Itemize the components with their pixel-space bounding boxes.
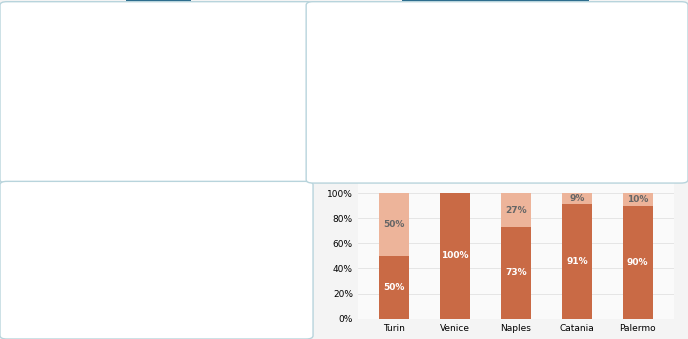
Bar bbox=[379, 256, 409, 319]
Bar bbox=[379, 193, 409, 256]
Text: 58%: 58% bbox=[468, 106, 493, 116]
Bar bbox=[261, 309, 276, 319]
Legend: bachelor students, Master Science students: bachelor students, Master Science studen… bbox=[257, 33, 395, 57]
Text: 22%: 22% bbox=[94, 204, 111, 213]
Text: 16%: 16% bbox=[118, 233, 135, 242]
Text: 2%: 2% bbox=[262, 299, 275, 308]
Bar bbox=[501, 193, 531, 227]
Bar bbox=[623, 206, 653, 319]
Text: 9%: 9% bbox=[73, 266, 85, 275]
Bar bbox=[142, 253, 158, 319]
Text: 3%: 3% bbox=[239, 294, 250, 303]
Text: 10%: 10% bbox=[189, 261, 206, 270]
Bar bbox=[166, 243, 182, 319]
Text: 27%: 27% bbox=[505, 205, 527, 215]
Text: 50%: 50% bbox=[384, 220, 405, 229]
Text: 14%: 14% bbox=[142, 242, 158, 251]
Wedge shape bbox=[516, 45, 573, 152]
Bar bbox=[190, 272, 205, 319]
Text: 1%: 1% bbox=[50, 303, 61, 313]
Wedge shape bbox=[129, 45, 222, 159]
Text: 100%: 100% bbox=[442, 252, 469, 260]
Bar bbox=[440, 193, 471, 319]
Bar bbox=[284, 309, 300, 319]
Bar bbox=[623, 193, 653, 206]
Legend: female, male: female, male bbox=[41, 35, 92, 60]
Bar bbox=[95, 215, 111, 319]
Text: 10%: 10% bbox=[627, 195, 648, 204]
Text: 91%: 91% bbox=[566, 257, 588, 266]
Bar bbox=[501, 227, 531, 319]
Bar bbox=[47, 314, 63, 319]
Text: 9%: 9% bbox=[569, 194, 585, 203]
Text: 73%: 73% bbox=[505, 268, 527, 277]
Bar bbox=[72, 276, 87, 319]
Bar bbox=[213, 290, 228, 319]
Bar bbox=[561, 204, 592, 319]
Text: AGE (years): AGE (years) bbox=[118, 176, 202, 189]
Bar bbox=[237, 304, 252, 319]
Text: 61%: 61% bbox=[138, 109, 163, 119]
Text: 6%: 6% bbox=[215, 280, 227, 289]
Wedge shape bbox=[186, 45, 243, 145]
Wedge shape bbox=[459, 45, 544, 159]
Bar bbox=[119, 243, 134, 319]
Text: 90%: 90% bbox=[627, 258, 649, 267]
Text: 50%: 50% bbox=[384, 283, 405, 292]
Bar bbox=[561, 193, 592, 204]
Text: 39%: 39% bbox=[208, 84, 233, 94]
Text: 42%: 42% bbox=[539, 87, 564, 98]
Text: 16%: 16% bbox=[165, 233, 182, 242]
Text: 2%: 2% bbox=[286, 299, 298, 308]
